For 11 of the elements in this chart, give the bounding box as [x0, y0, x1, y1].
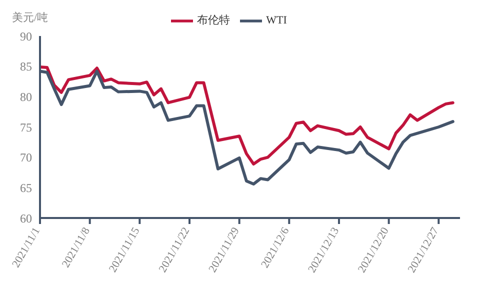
legend-label: 布伦特	[197, 14, 230, 27]
legend-label: WTI	[266, 14, 287, 27]
line-series	[40, 65, 454, 166]
y-axis-title: 美元/吨	[12, 10, 48, 25]
y-tick-label: 90	[20, 29, 32, 44]
y-tick-label: 65	[20, 180, 32, 195]
y-tick-label: 60	[20, 211, 32, 226]
y-tick-label: 85	[20, 60, 32, 74]
y-tick-label: 80	[20, 90, 32, 104]
y-tick-label: 75	[20, 120, 32, 134]
y-tick-label: 70	[20, 150, 32, 165]
